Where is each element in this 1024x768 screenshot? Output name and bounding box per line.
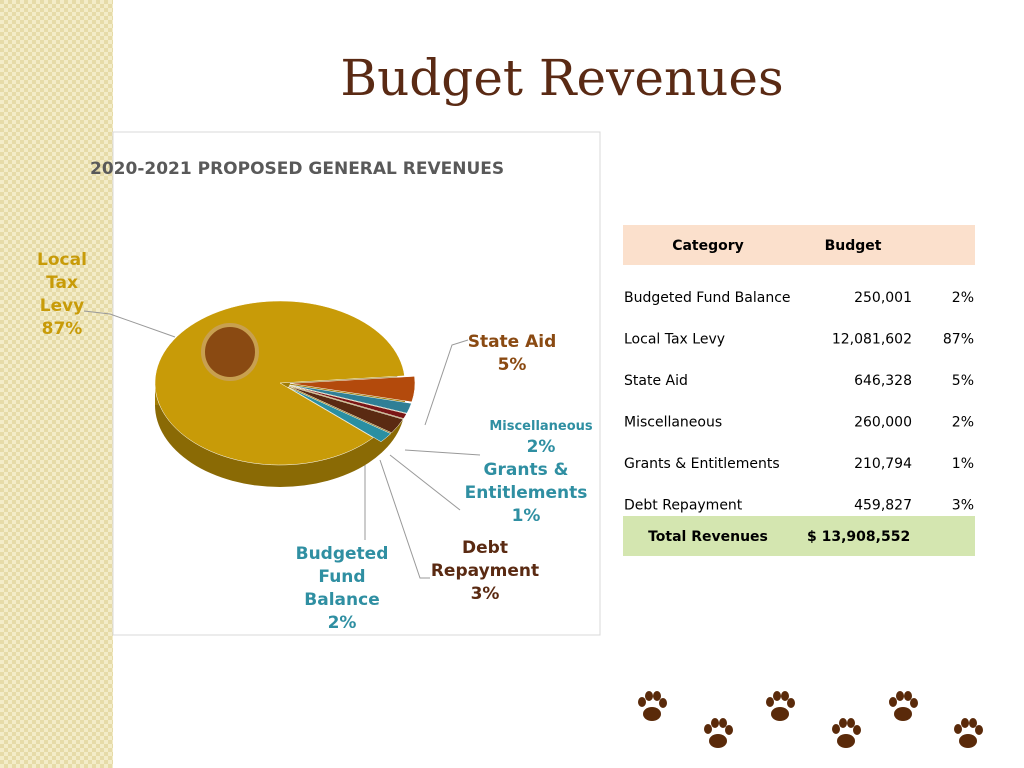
- pie-slice: [287, 386, 392, 443]
- table-cell: 1%: [952, 456, 974, 472]
- pie-value-label: 3%: [471, 584, 500, 604]
- table-cell: Budgeted Fund Balance: [624, 290, 791, 306]
- table-cell: 3%: [952, 498, 974, 514]
- table-cell: 5%: [952, 373, 974, 389]
- lion-logo: [201, 323, 259, 381]
- pie-slice: [288, 385, 404, 434]
- pie-label-line: Repayment: [431, 561, 539, 581]
- table-cell: 2%: [952, 415, 974, 431]
- table-cell: State Aid: [624, 373, 688, 389]
- table-header: Budget: [825, 238, 882, 254]
- table-cell: 250,001: [854, 290, 912, 306]
- table-cell: Debt Repayment: [624, 498, 743, 514]
- pie-labels: Local Tax Levy 87% State Aid 5% Miscellaneous 2…: [37, 250, 593, 633]
- pie: [154, 300, 416, 487]
- table-cell: Local Tax Levy: [624, 332, 725, 348]
- pie-slice: [289, 384, 412, 414]
- table-cell: 12,081,602: [832, 332, 912, 348]
- side-strip: [0, 0, 113, 768]
- pie-label-line: Grants &: [484, 460, 569, 480]
- pie-value-label: 5%: [498, 355, 527, 375]
- pie-value-label: 1%: [512, 506, 541, 526]
- table-total: Total Revenues: [648, 529, 768, 545]
- table-cell: 2%: [952, 290, 974, 306]
- table-total: $ 13,908,552: [807, 529, 910, 545]
- pie-label-line: Entitlements: [465, 483, 588, 503]
- pie-label: Debt Repayment: [431, 538, 539, 581]
- table-cell: Miscellaneous: [624, 415, 722, 431]
- pie-label-line: Local: [37, 250, 87, 270]
- pie-slice: [289, 376, 416, 403]
- pie-label-line: Fund: [318, 567, 365, 587]
- pie-label-line: Budgeted: [296, 544, 389, 564]
- pie-label: Grants & Entitlements: [465, 460, 588, 503]
- pie-label-line: Levy: [40, 296, 85, 316]
- pie-label-line: Tax: [46, 273, 78, 293]
- pie-value-label: 2%: [328, 613, 357, 633]
- pie-label-line: State Aid: [468, 332, 557, 352]
- leader-lines: [83, 310, 481, 579]
- table-header-bg: [623, 225, 975, 265]
- pie-label: Local Tax Levy: [37, 250, 87, 316]
- table-cell: 210,794: [854, 456, 912, 472]
- pie-label-line: Balance: [304, 590, 379, 610]
- pie-label: Miscellaneous: [489, 419, 593, 434]
- chart-frame: [112, 131, 601, 636]
- pie-slice: [289, 385, 407, 419]
- pie-value-label: 87%: [42, 319, 83, 339]
- pie-value-label: 2%: [527, 437, 556, 457]
- chart-title: 2020-2021 PROPOSED GENERAL REVENUES: [90, 159, 504, 179]
- table-cell: 260,000: [854, 415, 912, 431]
- table-cell: 459,827: [854, 498, 912, 514]
- pie-label-line: Debt: [462, 538, 508, 558]
- table-total-bg: [623, 516, 975, 556]
- table-cell: Grants & Entitlements: [624, 456, 780, 472]
- table-cell: 646,328: [854, 373, 912, 389]
- pie-label-line: Miscellaneous: [489, 419, 593, 434]
- pie-label: State Aid: [468, 332, 557, 352]
- slide-title: Budget Revenues: [340, 49, 783, 107]
- table: Category Budget Budgeted Fund Balance 250,0…: [623, 225, 975, 556]
- table-cell: 87%: [943, 332, 974, 348]
- pie-label: Budgeted Fund Balance: [296, 544, 389, 610]
- table-header: Category: [672, 238, 744, 254]
